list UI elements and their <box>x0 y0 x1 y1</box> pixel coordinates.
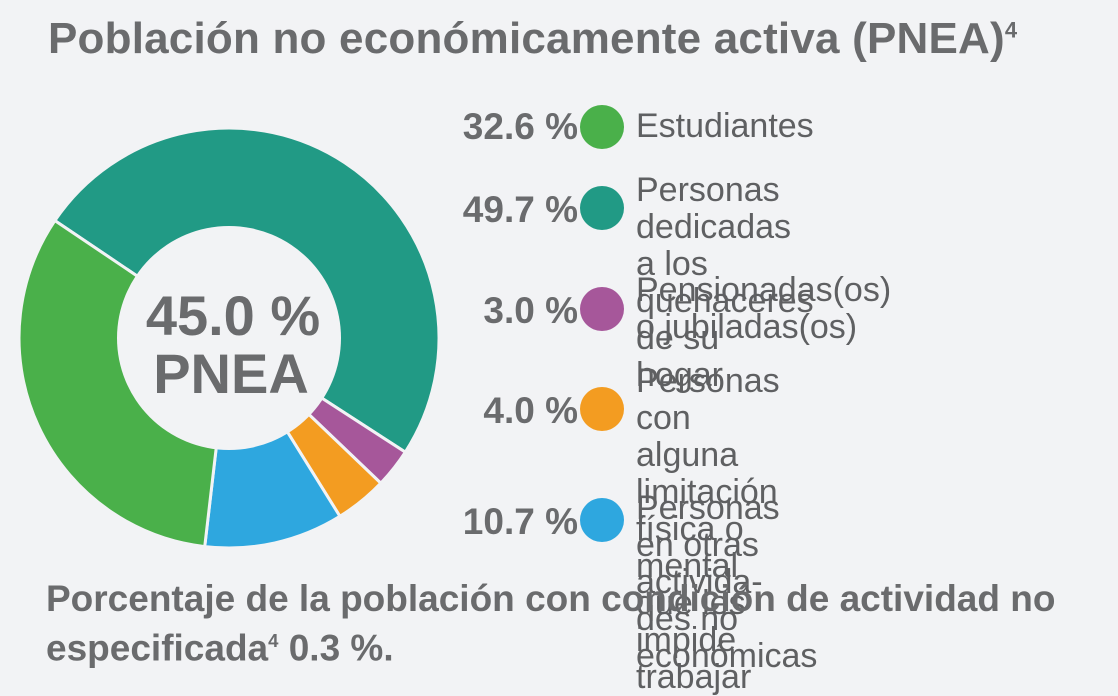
legend-swatch <box>580 287 624 331</box>
footnote: Porcentaje de la población con condición… <box>46 578 1096 669</box>
legend-value: 49.7 % <box>462 189 578 230</box>
legend-swatch <box>580 498 624 542</box>
legend-value: 4.0 % <box>483 390 578 431</box>
legend-label: Personas en otras activida- des no econó… <box>636 489 818 675</box>
legend-value: 3.0 % <box>483 290 578 331</box>
legend-swatch <box>580 186 624 230</box>
legend-swatch <box>580 105 624 149</box>
page-title: Población no económicamente activa (PNEA… <box>48 14 1017 64</box>
title-superscript: 4 <box>1004 17 1018 43</box>
legend-value: 10.7 % <box>462 501 578 542</box>
legend-label: Estudiantes <box>636 107 814 145</box>
footnote-text: Porcentaje de la población con condición… <box>46 578 1056 669</box>
slice-estudiantes <box>17 218 231 549</box>
donut-hole <box>117 226 341 450</box>
title-text: Población no económicamente activa (PNEA… <box>48 14 1005 63</box>
center-label: PNEA <box>153 342 309 405</box>
legend-label: Personas con alguna limitación física o … <box>636 362 780 696</box>
donut-chart: 45.0 % PNEA <box>17 126 441 550</box>
legend-swatch <box>580 387 624 431</box>
center-percentage: 45.0 % <box>146 284 320 347</box>
legend-label: Pensionadas(os) o jubiladas(os) <box>636 271 892 346</box>
footnote-value: 0.3 %. <box>278 627 394 669</box>
legend-label: Personas dedicadas a los quehaceres de s… <box>636 171 814 394</box>
footnote-superscript: 4 <box>268 630 279 651</box>
legend-value: 32.6 % <box>462 106 578 147</box>
